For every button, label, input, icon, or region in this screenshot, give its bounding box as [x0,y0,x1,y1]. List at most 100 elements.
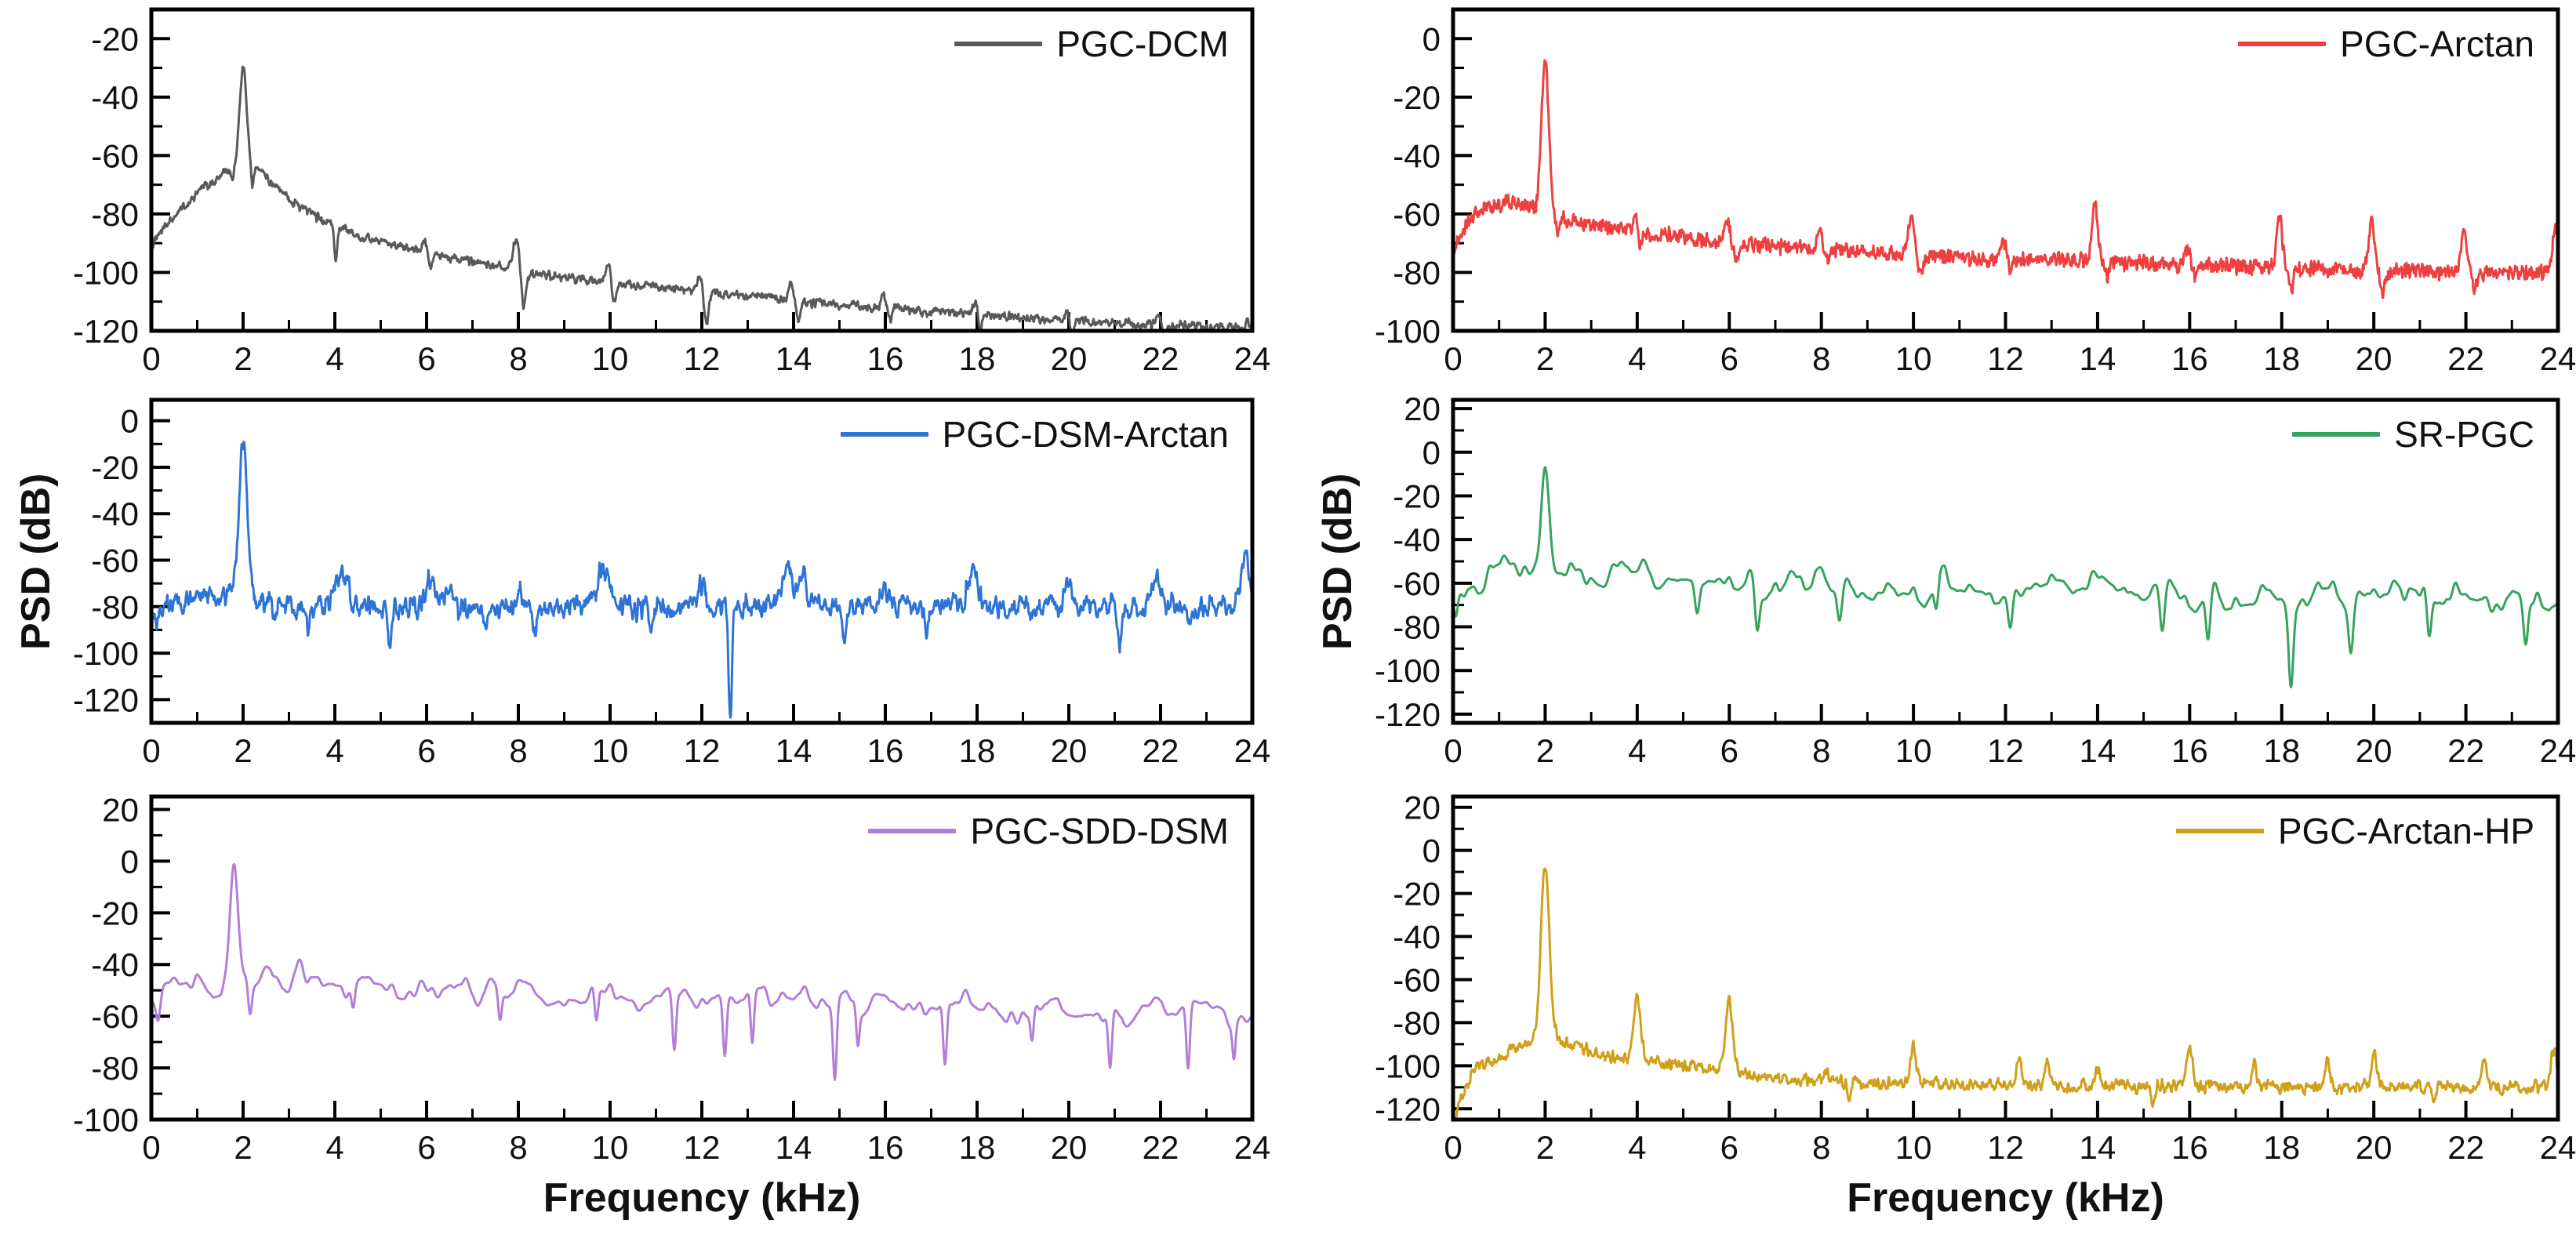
svg-text:-100: -100 [1375,1047,1441,1084]
svg-text:0: 0 [121,403,139,440]
svg-text:6: 6 [1720,1129,1739,1166]
svg-text:2: 2 [234,1129,252,1166]
svg-text:16: 16 [2171,732,2208,769]
svg-text:-20: -20 [1393,876,1441,913]
svg-text:22: 22 [1143,1129,1179,1166]
svg-text:14: 14 [2080,1129,2116,1166]
svg-text:20: 20 [102,791,139,828]
svg-text:2: 2 [1536,340,1554,377]
svg-text:-120: -120 [1375,696,1441,733]
svg-text:20: 20 [1404,390,1441,427]
svg-text:8: 8 [509,1129,527,1166]
svg-text:12: 12 [1987,732,2024,769]
svg-text:8: 8 [1812,1129,1830,1166]
svg-text:4: 4 [1628,340,1646,377]
svg-text:22: 22 [2447,732,2484,769]
svg-text:12: 12 [1987,340,2024,377]
svg-text:-80: -80 [1393,609,1441,646]
svg-text:-40: -40 [91,79,139,116]
legend-pgc-arctan: PGC-Arctan [2238,24,2534,64]
svg-text:0: 0 [1422,833,1441,869]
svg-text:0: 0 [1422,20,1441,57]
svg-text:0: 0 [121,843,139,880]
svg-text:18: 18 [2263,1129,2300,1166]
svg-text:0: 0 [1444,732,1462,769]
legend-label: PGC-SDD-DSM [970,811,1229,851]
svg-text:24: 24 [1234,340,1271,377]
svg-text:20: 20 [2356,732,2393,769]
svg-text:6: 6 [417,1129,435,1166]
svg-text:-120: -120 [73,313,139,350]
svg-text:24: 24 [2540,340,2576,377]
svg-text:10: 10 [592,340,629,377]
svg-text:4: 4 [325,732,343,769]
svg-text:20: 20 [1051,340,1088,377]
svg-text:-60: -60 [1393,196,1441,233]
svg-text:-80: -80 [91,196,139,233]
svg-text:0: 0 [142,732,160,769]
svg-text:14: 14 [776,1129,812,1166]
svg-text:4: 4 [325,1129,343,1166]
svg-text:-80: -80 [91,589,139,626]
svg-text:24: 24 [2540,1129,2576,1166]
svg-text:6: 6 [1720,340,1739,377]
legend-line-icon [2292,432,2381,437]
legend-sr-pgc: SR-PGC [2292,414,2534,455]
svg-text:-60: -60 [91,543,139,579]
svg-text:-80: -80 [1393,254,1441,291]
legend-label: SR-PGC [2394,414,2534,455]
legend-line-icon [954,42,1043,46]
legend-pgc-dcm: PGC-DCM [954,24,1229,64]
svg-text:8: 8 [509,340,527,377]
svg-text:18: 18 [2263,340,2300,377]
svg-text:2: 2 [1536,1129,1554,1166]
svg-text:-100: -100 [73,635,139,672]
svg-text:6: 6 [1720,732,1739,769]
svg-text:-100: -100 [1375,313,1441,350]
svg-text:14: 14 [776,340,812,377]
svg-text:-20: -20 [91,895,139,931]
svg-text:-120: -120 [73,681,139,718]
svg-text:20: 20 [2356,340,2393,377]
svg-text:-20: -20 [91,449,139,486]
svg-text:-20: -20 [1393,477,1441,514]
svg-text:-100: -100 [73,254,139,291]
svg-text:8: 8 [1812,732,1830,769]
legend-line-icon [2175,829,2264,833]
legend-pgc-sdd-dsm: PGC-SDD-DSM [868,811,1229,851]
svg-text:-120: -120 [1375,1091,1441,1127]
svg-text:6: 6 [417,732,435,769]
svg-text:16: 16 [2171,1129,2208,1166]
x-axis-title-left-column: Frequency (kHz) [543,1175,861,1221]
svg-text:18: 18 [959,340,996,377]
svg-text:22: 22 [2447,1129,2484,1166]
svg-text:16: 16 [867,1129,904,1166]
svg-text:20: 20 [1404,789,1441,826]
svg-text:-80: -80 [1393,1004,1441,1041]
legend-line-icon [840,432,928,437]
svg-text:20: 20 [2356,1129,2393,1166]
svg-text:12: 12 [684,340,721,377]
legend-label: PGC-DSM-Arctan [942,414,1229,455]
svg-text:-20: -20 [91,20,139,57]
svg-text:12: 12 [684,732,721,769]
svg-text:18: 18 [959,732,996,769]
svg-text:10: 10 [1895,340,1932,377]
svg-text:10: 10 [1895,1129,1932,1166]
svg-text:22: 22 [1143,732,1179,769]
svg-text:-40: -40 [1393,919,1441,956]
svg-text:10: 10 [592,1129,629,1166]
svg-text:24: 24 [2540,732,2576,769]
x-axis-title-right-column: Frequency (kHz) [1847,1175,2164,1221]
svg-text:-40: -40 [1393,137,1441,174]
svg-text:20: 20 [1051,732,1088,769]
svg-text:-20: -20 [1393,79,1441,116]
svg-text:8: 8 [509,732,527,769]
svg-text:14: 14 [776,732,812,769]
svg-text:2: 2 [1536,732,1554,769]
svg-text:22: 22 [1143,340,1179,377]
svg-text:-60: -60 [91,137,139,174]
legend-label: PGC-DCM [1056,24,1229,64]
